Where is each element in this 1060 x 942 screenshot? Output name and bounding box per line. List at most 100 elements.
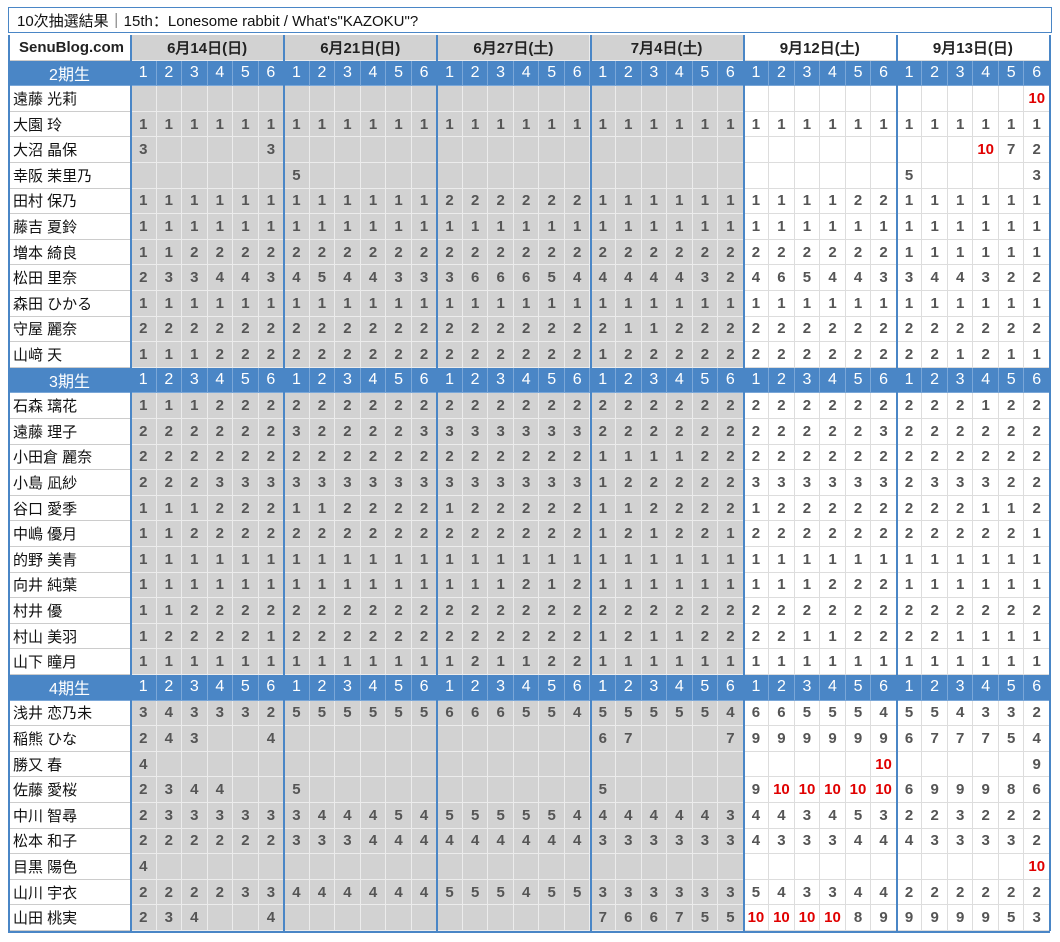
result-cell: 1 bbox=[794, 547, 821, 573]
result-cell bbox=[335, 163, 361, 189]
result-cell: 2 bbox=[794, 495, 821, 522]
result-cell: 2 bbox=[462, 393, 489, 419]
result-cell: 3 bbox=[258, 265, 285, 291]
result-cell: 2 bbox=[769, 495, 795, 522]
result-cell: 1 bbox=[258, 291, 285, 317]
result-cell: 1 bbox=[233, 188, 259, 215]
result-cell: 2 bbox=[182, 828, 208, 855]
result-cell bbox=[207, 726, 234, 752]
result-cell: 1 bbox=[769, 291, 795, 317]
result-cell: 2 bbox=[922, 419, 948, 445]
result-cell: 1 bbox=[233, 111, 259, 138]
result-cell bbox=[947, 86, 974, 112]
result-cell: 2 bbox=[360, 419, 387, 445]
result-cell: 4 bbox=[667, 265, 693, 291]
result-cell bbox=[462, 905, 489, 931]
result-cell bbox=[769, 86, 795, 112]
result-cell: 2 bbox=[692, 316, 719, 343]
result-cell: 3 bbox=[258, 879, 285, 906]
result-cell: 1 bbox=[667, 444, 693, 471]
result-cell: 1 bbox=[564, 547, 591, 573]
result-cell bbox=[360, 751, 387, 778]
result-cell: 2 bbox=[871, 495, 897, 522]
result-cell: 4 bbox=[590, 803, 617, 829]
result-cell: 1 bbox=[820, 188, 846, 215]
result-cell: 1 bbox=[616, 547, 642, 573]
result-cell: 1 bbox=[667, 623, 693, 650]
result-cell: 2 bbox=[871, 521, 897, 547]
result-cell: 2 bbox=[564, 188, 591, 215]
result-cell: 2 bbox=[973, 342, 999, 368]
result-cell: 2 bbox=[769, 393, 795, 419]
result-cell: 1 bbox=[973, 393, 999, 419]
result-cell bbox=[973, 86, 999, 112]
result-cell bbox=[360, 726, 387, 752]
result-cell: 2 bbox=[692, 598, 719, 624]
result-cell: 1 bbox=[616, 649, 642, 675]
result-cell bbox=[386, 777, 412, 803]
result-cell: 2 bbox=[411, 495, 438, 522]
result-cell bbox=[845, 86, 872, 112]
result-cell: 2 bbox=[233, 444, 259, 471]
result-cell bbox=[335, 751, 361, 778]
result-cell: 1 bbox=[488, 649, 514, 675]
slot-number: 6 bbox=[564, 367, 591, 394]
result-cell: 2 bbox=[207, 316, 234, 343]
result-cell: 3 bbox=[437, 265, 463, 291]
result-cell: 1 bbox=[386, 649, 412, 675]
slot-number: 6 bbox=[258, 367, 285, 394]
slot-number: 4 bbox=[973, 60, 999, 87]
result-cell: 2 bbox=[488, 521, 514, 547]
result-cell: 1 bbox=[1024, 188, 1050, 215]
result-cell: 1 bbox=[641, 623, 668, 650]
result-cell: 2 bbox=[411, 623, 438, 650]
result-cell: 1 bbox=[871, 291, 897, 317]
member-name: 守屋 麗奈 bbox=[9, 316, 131, 343]
result-cell: 1 bbox=[718, 188, 744, 215]
result-cell: 3 bbox=[437, 419, 463, 445]
result-cell: 5 bbox=[539, 879, 565, 906]
result-cell: 9 bbox=[1024, 751, 1050, 778]
result-cell: 2 bbox=[616, 623, 642, 650]
result-cell: 4 bbox=[437, 828, 463, 855]
result-cell: 2 bbox=[131, 726, 157, 752]
slot-number: 6 bbox=[718, 367, 744, 394]
result-cell: 3 bbox=[947, 828, 974, 855]
result-cell: 4 bbox=[360, 828, 387, 855]
result-cell bbox=[820, 163, 846, 189]
result-cell: 1 bbox=[233, 572, 259, 599]
result-cell: 2 bbox=[539, 342, 565, 368]
result-cell: 1 bbox=[462, 111, 489, 138]
result-cell: 2 bbox=[335, 393, 361, 419]
result-cell bbox=[335, 905, 361, 931]
result-cell: 2 bbox=[437, 444, 463, 471]
result-cell: 5 bbox=[590, 777, 617, 803]
result-cell bbox=[820, 854, 846, 880]
result-cell: 2 bbox=[309, 316, 336, 343]
result-cell: 1 bbox=[718, 547, 744, 573]
slot-number: 5 bbox=[539, 367, 565, 394]
result-cell bbox=[462, 137, 489, 163]
result-cell bbox=[616, 751, 642, 778]
result-cell: 3 bbox=[667, 879, 693, 906]
result-cell bbox=[947, 137, 974, 163]
slot-number: 6 bbox=[1024, 675, 1050, 701]
result-cell: 6 bbox=[769, 265, 795, 291]
result-cell: 2 bbox=[335, 495, 361, 522]
result-cell: 2 bbox=[488, 444, 514, 471]
result-cell bbox=[769, 751, 795, 778]
result-cell: 3 bbox=[590, 828, 617, 855]
result-cell: 5 bbox=[462, 879, 489, 906]
result-cell bbox=[131, 86, 157, 112]
result-cell bbox=[513, 777, 540, 803]
result-cell: 5 bbox=[335, 700, 361, 727]
result-cell: 2 bbox=[386, 598, 412, 624]
result-cell bbox=[207, 751, 234, 778]
slot-number: 1 bbox=[131, 675, 157, 701]
result-cell: 2 bbox=[1024, 700, 1050, 727]
result-cell: 1 bbox=[258, 547, 285, 573]
result-cell: 1 bbox=[973, 188, 999, 215]
result-cell: 3 bbox=[284, 828, 310, 855]
result-cell: 1 bbox=[590, 521, 617, 547]
result-cell: 1 bbox=[462, 214, 489, 240]
